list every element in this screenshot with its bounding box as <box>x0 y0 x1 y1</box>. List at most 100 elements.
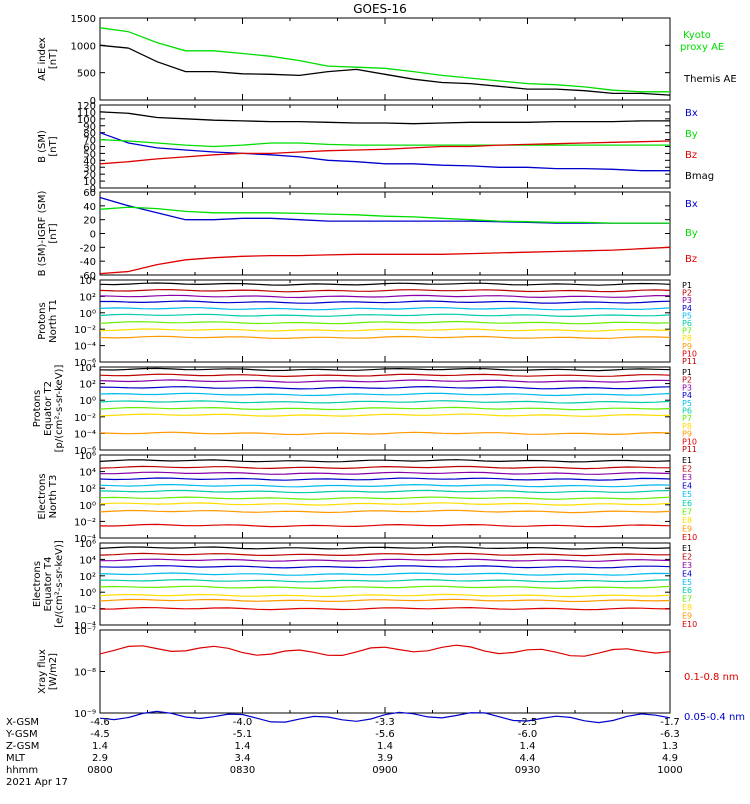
x-tick-value: 1.3 <box>662 741 678 752</box>
legend-e6: E6 <box>682 499 692 508</box>
series-line-e2 <box>99 465 671 470</box>
x-row-label: hhmm <box>6 765 38 776</box>
legend-p8: P8 <box>682 422 692 431</box>
series-line-e2 <box>99 552 670 557</box>
ytick-label: 10⁻² <box>74 517 96 528</box>
x-tick-value: 1.4 <box>520 741 536 752</box>
legend-p7: P7 <box>682 414 692 423</box>
ytick-label: 10² <box>79 572 96 583</box>
x-tick-value: 0830 <box>230 765 255 776</box>
ytick-label: 10⁻² <box>74 325 96 336</box>
y-axis-label: [nT] <box>48 136 59 156</box>
ytick-label: 10⁴ <box>79 468 96 479</box>
legend-p3: P3 <box>682 296 692 305</box>
ytick-label: 20 <box>83 216 96 227</box>
series-line-e8 <box>99 593 671 598</box>
x-tick-value: 0900 <box>372 765 397 776</box>
series-line-e1 <box>99 546 671 550</box>
x-tick-value: -5.6 <box>375 729 395 740</box>
x-tick-value: 0800 <box>87 765 112 776</box>
ytick-label: 0 <box>90 96 96 107</box>
legend-e8: E8 <box>682 516 692 525</box>
legend-e2: E2 <box>682 465 692 474</box>
legend-p2: P2 <box>682 289 692 298</box>
series-line-e5 <box>99 572 671 576</box>
series-line-p2 <box>99 288 671 293</box>
ytick-label: 20 <box>83 170 96 181</box>
series-line-p7 <box>99 406 671 411</box>
series-line-0-1-0-8-nm <box>99 644 671 657</box>
ytick-label: 50 <box>83 149 96 160</box>
series-line-bx <box>99 132 670 172</box>
series-line-p1 <box>99 282 671 286</box>
ytick-label: 1500 <box>71 14 96 25</box>
ytick-label: 10⁻² <box>74 413 96 424</box>
legend-e2: E2 <box>682 552 692 561</box>
ytick-label: 10⁻² <box>74 605 96 616</box>
ytick-label: 110 <box>77 108 96 119</box>
panel-frame-1 <box>99 17 671 101</box>
legend-e10: E10 <box>682 533 697 542</box>
ytick-label: 90 <box>83 122 96 133</box>
x-tick-value: -4.0 <box>233 717 253 728</box>
y-axis-label: [e/(cm²-s-sr-keV)] <box>54 540 65 628</box>
series-line-e4 <box>99 477 671 481</box>
x-tick-value: -1.7 <box>660 717 680 728</box>
legend-xray-short: 0.05-0.4 nm <box>684 712 745 723</box>
legend-bd-bz: Bz <box>685 254 697 265</box>
x-tick-value: 0930 <box>515 765 540 776</box>
series-line-bz <box>99 140 671 165</box>
x-row-label: X-GSM <box>6 717 39 728</box>
legend-p4: P4 <box>682 391 692 400</box>
x-tick-value: -3.3 <box>375 717 395 728</box>
series-line-bmag <box>99 111 670 125</box>
y-axis-label: AE index <box>37 37 48 81</box>
ytick-label: 10⁻⁹ <box>74 709 96 720</box>
ytick-label: 10⁻⁷ <box>74 626 96 637</box>
y-axis-label: [p/(cm²-s-sr-keV)] <box>54 365 65 453</box>
ytick-label: 10⁶ <box>79 539 96 550</box>
x-tick-value: 3.4 <box>235 753 251 764</box>
legend-p5: P5 <box>682 399 692 408</box>
legend-e4: E4 <box>682 482 692 491</box>
legend-e10: E10 <box>682 620 697 629</box>
y-axis-label: North T1 <box>48 299 59 343</box>
legend-e4: E4 <box>682 569 692 578</box>
ytick-label: 500 <box>77 69 96 80</box>
ytick-label: 80 <box>83 129 96 140</box>
legend-e6: E6 <box>682 586 692 595</box>
legend-b-bz: Bz <box>685 150 697 161</box>
legend-p10: P10 <box>682 349 697 358</box>
legend-p6: P6 <box>682 407 692 416</box>
series-line-by <box>99 138 670 148</box>
y-axis-label: [nT] <box>48 223 59 243</box>
series-line-e3 <box>100 471 671 475</box>
series-line-p4 <box>100 300 671 304</box>
legend-bd-bx: Bx <box>685 199 698 210</box>
ytick-label: 10⁴ <box>79 363 96 374</box>
series-line-p8 <box>99 328 671 332</box>
series-line-e6 <box>99 578 671 583</box>
ytick-label: 40 <box>83 156 96 167</box>
y-axis-label: Equator T4 <box>43 557 54 612</box>
panel-frame-4 <box>99 279 671 363</box>
x-tick-value: 1.4 <box>377 741 393 752</box>
ytick-label: 10⁰ <box>79 309 96 320</box>
ytick-label: 0 <box>90 184 96 195</box>
series-line-e10 <box>99 606 671 611</box>
series-line-p2 <box>99 373 671 378</box>
x-tick-value: 1.4 <box>92 741 108 752</box>
legend-themis-ae: Themis AE <box>683 74 737 85</box>
legend-xray-long: 0.1-0.8 nm <box>684 672 739 683</box>
y-axis-label: Protons <box>37 302 48 339</box>
ytick-label: 10⁶ <box>79 451 96 462</box>
series-line-p7 <box>99 320 671 325</box>
legend-p11: P11 <box>682 357 697 366</box>
ytick-label: 10⁻⁴ <box>74 342 96 353</box>
ytick-label: 10⁻⁸ <box>74 668 96 679</box>
ytick-label: -20 <box>80 243 96 254</box>
legend-p2: P2 <box>682 376 692 385</box>
ytick-label: 10⁻⁴ <box>74 534 96 545</box>
